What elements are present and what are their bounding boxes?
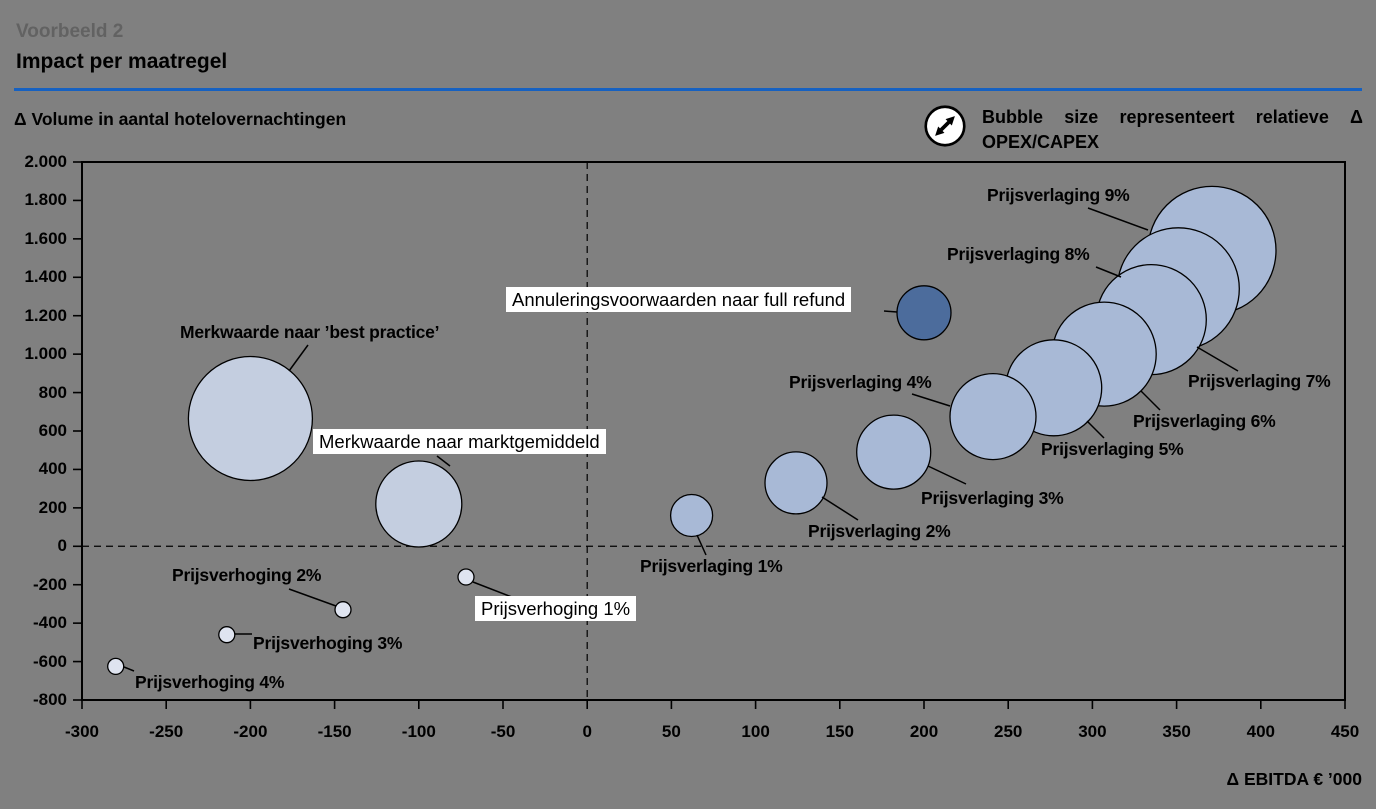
legend-arrow-head-ne	[945, 116, 955, 126]
leader-prijsverhoging-1	[472, 581, 518, 600]
bubble-annuleringsvoorwaarden	[896, 285, 952, 341]
leader-prijsverlaging-7	[1196, 346, 1239, 372]
double-arrow-circle-icon	[924, 105, 966, 147]
leader-merkwaarde-best-practice	[288, 344, 309, 372]
leader-prijsverhoging-2	[288, 588, 337, 607]
bubble-prijsverhoging-4	[107, 657, 125, 676]
leader-annuleringsvoorwaarden	[883, 310, 898, 313]
bubble-prijsverlaging-1	[669, 493, 714, 538]
bubble-merkwaarde-marktgemiddeld	[375, 460, 463, 548]
title-divider	[14, 88, 1362, 91]
x-axis-title: Δ EBITDA € ’000	[1226, 769, 1362, 789]
legend-arrow-head-sw	[935, 126, 945, 136]
leader-prijsverlaging-4	[911, 393, 951, 407]
leader-merkwaarde-marktgemiddeld	[436, 455, 451, 467]
leader-prijsverlaging-8	[1095, 266, 1122, 278]
bubble-prijsverhoging-2	[334, 601, 352, 619]
leader-prijsverlaging-2	[821, 496, 859, 521]
bubble-prijsverlaging-4	[949, 372, 1037, 461]
leader-prijsverlaging-3	[927, 465, 967, 485]
bubble-prijsverlaging-3	[856, 414, 932, 490]
leader-prijsverlaging-9	[1087, 207, 1149, 231]
bubble-prijsverhoging-1	[457, 568, 475, 586]
leader-prijsverlaging-1	[696, 534, 707, 556]
bubble-prijsverlaging-2	[764, 451, 828, 515]
bubble-prijsverhoging-3	[218, 626, 236, 644]
page-title: Impact per maatregel	[16, 50, 228, 73]
slide-kicker: Voorbeeld 2	[16, 21, 124, 42]
y-axis-title: Δ Volume in aantal hotelovernachtingen	[14, 109, 347, 129]
legend-arrow-shaft	[939, 120, 951, 132]
leader-prijsverlaging-5	[1086, 420, 1105, 439]
legend-text: Bubble size representeert relatieve Δ OP…	[982, 107, 1363, 152]
leader-prijsverlaging-6	[1140, 390, 1161, 411]
bubble-merkwaarde-best-practice	[187, 355, 314, 482]
leader-prijsverhoging-4	[123, 666, 135, 672]
